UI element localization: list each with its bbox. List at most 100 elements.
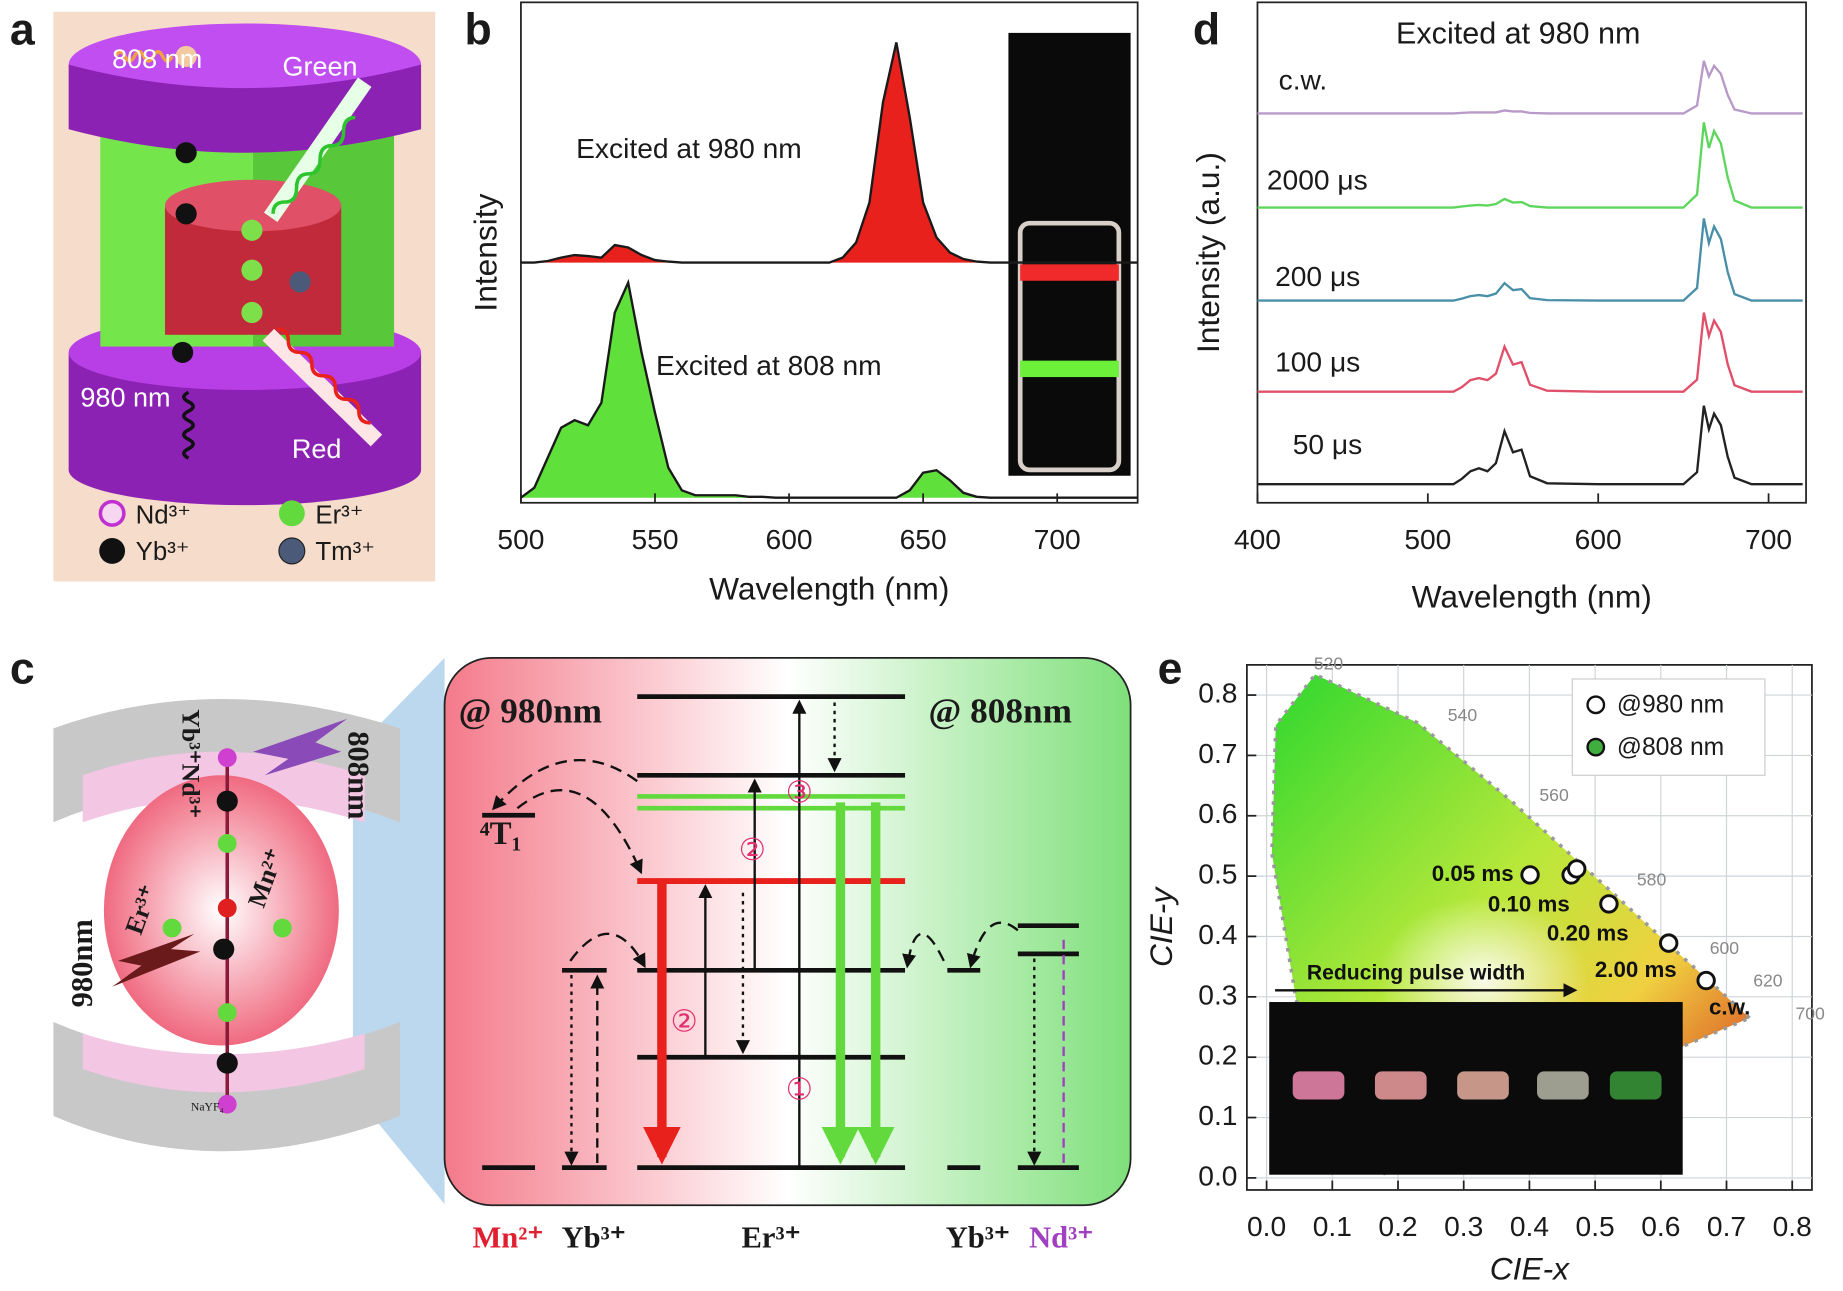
legend-marker (98, 499, 126, 527)
wavelength-label: 560 (1539, 785, 1569, 805)
ion (175, 142, 197, 164)
chart: c.w. 2000 μs 200 μs 100 μs 50 μs 400 500 600 700… (1190, 1, 1807, 614)
x-tick-label: 0.4 (1510, 1210, 1549, 1242)
panel-a: 808 nm Green 980 nm Red Nd³⁺ Er³⁺ Yb³⁺ T… (53, 11, 436, 582)
y-tick-label: 0.8 (1198, 677, 1237, 709)
point (1696, 970, 1716, 991)
x-tick-label: 700 (1745, 523, 1792, 555)
legend-marker (278, 500, 305, 527)
area (520, 282, 1138, 498)
x-tick-label: 0.1 (1313, 1210, 1352, 1242)
label: NaYF₄ (191, 1100, 224, 1113)
y-tick-label: 0.2 (1198, 1039, 1237, 1071)
line (1257, 122, 1803, 209)
vial-glow (1457, 1071, 1509, 1100)
legend-marker (278, 537, 306, 565)
wavelength-label: 600 (1710, 938, 1740, 958)
state-label: ⁴T₁ (480, 816, 522, 852)
inset-photo (1008, 32, 1131, 476)
x-tick-label: 500 (497, 523, 544, 555)
label: Yb³⁺Nd³⁺ (177, 709, 206, 818)
x-tick-label: 600 (766, 523, 813, 555)
legend-label: Yb³⁺ (136, 538, 190, 566)
ion (213, 938, 235, 960)
energy-diagram (443, 656, 1132, 1207)
ion (217, 834, 237, 853)
point (1599, 894, 1619, 914)
y-axis-label: CIE-y (1143, 886, 1179, 967)
y-tick-label: 0.4 (1198, 918, 1237, 950)
series-label: c.w. (1279, 64, 1328, 96)
y-tick-label: 0.7 (1198, 737, 1237, 769)
series-label: 200 μs (1275, 260, 1360, 292)
panel-letter: b (465, 6, 492, 55)
line (1257, 60, 1803, 115)
y-axis-label: Intensity (a.u.) (1190, 152, 1226, 353)
x-tick-label: 0.5 (1576, 1210, 1615, 1242)
y-tick-label: 0.1 (1198, 1099, 1237, 1131)
vial-glow (1537, 1071, 1589, 1100)
x-axis-label: Wavelength (nm) (1412, 578, 1652, 614)
point (1659, 933, 1679, 953)
vial (1017, 220, 1122, 473)
series-label: Excited at 808 nm (656, 349, 882, 381)
levels (482, 694, 1079, 1171)
ion-label: Nd³⁺ (1029, 1221, 1093, 1255)
label: Green (282, 51, 357, 81)
legend-label: Er³⁺ (315, 502, 363, 530)
x-tick-label: 700 (1034, 523, 1081, 555)
point (1567, 859, 1587, 879)
x-tick-label: 0.3 (1444, 1210, 1483, 1242)
beam (262, 328, 383, 447)
legend (1571, 678, 1766, 776)
y-tick-label: 0.3 (1198, 978, 1237, 1010)
legend-label: Tm³⁺ (315, 538, 375, 566)
line (1257, 218, 1803, 302)
wave (182, 390, 195, 460)
vial-glow (1609, 1071, 1662, 1100)
line (520, 42, 1138, 264)
ion (172, 341, 194, 363)
plot-frame (1256, 1, 1807, 504)
y-tick-label: 0.0 (1198, 1159, 1237, 1191)
series-label: 2000 μs (1267, 164, 1368, 196)
x-axis-label: Wavelength (nm) (709, 570, 949, 606)
panel-c: Yb³⁺Nd³⁺ 808nm Er³⁺ Mn²⁺ 980nm NaYF₄ @ 9… (53, 656, 1132, 1255)
ion (217, 1003, 237, 1022)
x-tick-label: 650 (900, 523, 947, 555)
line (1257, 312, 1803, 393)
point-label: 0.05 ms (1432, 861, 1514, 886)
laser-icon (112, 933, 201, 987)
vial-glow (1374, 1071, 1427, 1100)
ion-label: Er³⁺ (742, 1221, 801, 1255)
ion (241, 219, 263, 241)
chart: Excited at 980 nm Excited at 808 nm 500 550… (467, 1, 1139, 606)
vial-glow (1292, 1071, 1345, 1100)
ion (241, 259, 263, 281)
plot-frame (520, 1, 1139, 504)
ion-label: Yb³⁺ (946, 1221, 1010, 1255)
ion (175, 45, 197, 67)
legend-marker (1586, 695, 1606, 715)
step: ② (671, 1004, 698, 1038)
ion (273, 918, 292, 938)
label: 980nm (65, 919, 99, 1007)
label: 980 nm (80, 383, 170, 413)
wavelength-label: 700 (1795, 1004, 1825, 1024)
ion (217, 1094, 237, 1114)
point (1520, 865, 1540, 885)
header: @ 980nm (459, 691, 602, 730)
x-tick-label: 500 (1404, 523, 1451, 555)
point-label: 0.20 ms (1547, 920, 1629, 945)
annotation: Reducing pulse width (1307, 961, 1525, 984)
ion (217, 898, 237, 918)
step: ③ (786, 775, 813, 809)
label: 808nm (341, 731, 375, 819)
photo (1008, 32, 1131, 476)
x-axis-label: CIE-x (1490, 1250, 1570, 1286)
wavelength-label: 580 (1637, 870, 1667, 890)
legend-label: @808 nm (1617, 734, 1724, 761)
point-label: 0.10 ms (1488, 891, 1570, 916)
